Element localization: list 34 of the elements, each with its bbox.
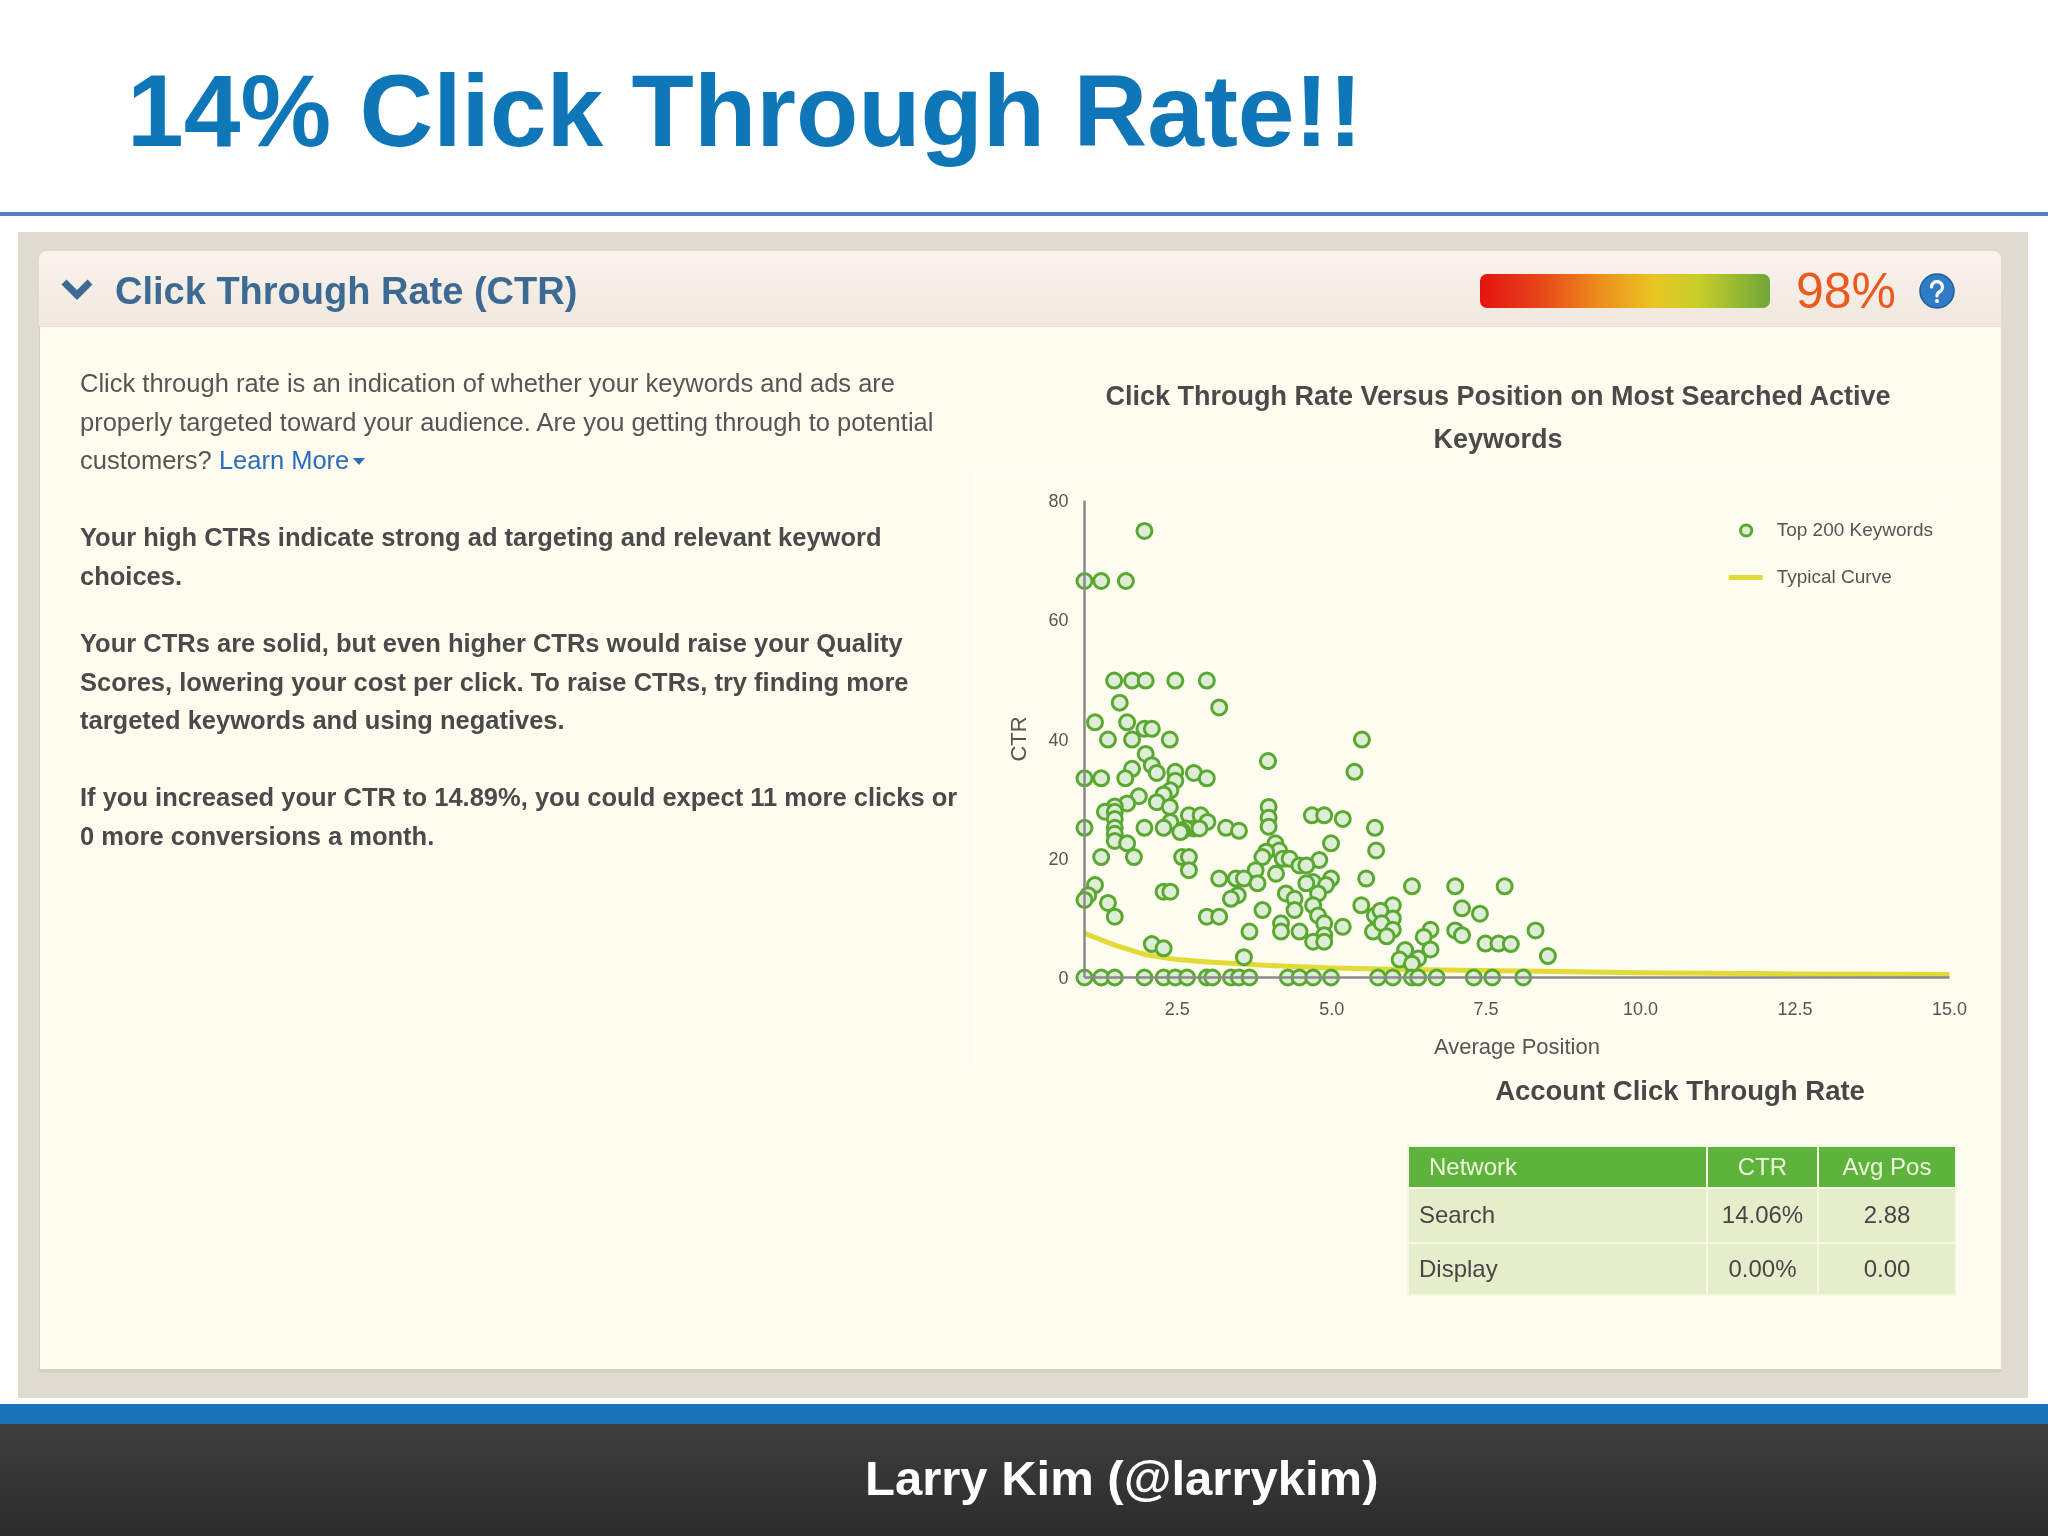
y-tick-label: 80 [1048,491,1069,511]
text: Display [1408,1243,1707,1295]
legend-label: Top 200 Keywords [1776,519,1933,541]
x-tick-label: 12.5 [1777,998,1813,1019]
text: Larry Kim (@larrykim) [865,1450,1379,1507]
text: 14.06% [1707,1188,1818,1243]
x-tick-label: 7.5 [1473,998,1499,1019]
text: If you increased your CTR to 14.89%, you could expect 11 more clicks or 0 more conversions a month. [80,782,959,852]
text: Click Through Rate (CTR) [115,269,578,314]
x-axis-title: Average Position [1434,1033,1600,1059]
text: 2.88 [1818,1188,1956,1243]
text: 14% Click Through Rate!! [127,53,1363,170]
y-tick-label: 60 [1048,610,1069,631]
text: 98% [1796,262,1897,321]
text: Your CTRs are solid, but even higher CTRs would raise your Quality Scores, lowering your cost per click. To raise CTRs, try finding more targeted keywords and using negatives. [80,628,910,736]
y-axis-title: CTR [1006,716,1032,762]
text: Avg Pos [1818,1146,1956,1188]
text: Search [1408,1188,1707,1243]
x-tick-label: 5.0 [1319,998,1345,1019]
text: Learn More [218,446,350,474]
y-tick-label: 20 [1048,848,1069,869]
x-tick-label: 15.0 [1931,998,1968,1019]
legend-label: Typical Curve [1776,566,1892,588]
text: Network [1408,1146,1707,1188]
text: 0.00 [1818,1243,1956,1295]
chart-title: Click Through Rate Versus Position on Most Searched Active Keywords [1104,380,1892,456]
text: 0.00% [1707,1243,1818,1295]
y-tick-label: 40 [1048,729,1069,750]
x-tick-label: 2.5 [1164,998,1190,1019]
text: Account Click Through Rate [1494,1074,1866,1108]
x-tick-label: 10.0 [1623,998,1659,1019]
text: Your high CTRs indicate strong ad targeting and relevant keyword choices. [80,522,883,592]
y-tick-label: 0 [1058,968,1069,988]
text: CTR [1707,1146,1818,1188]
